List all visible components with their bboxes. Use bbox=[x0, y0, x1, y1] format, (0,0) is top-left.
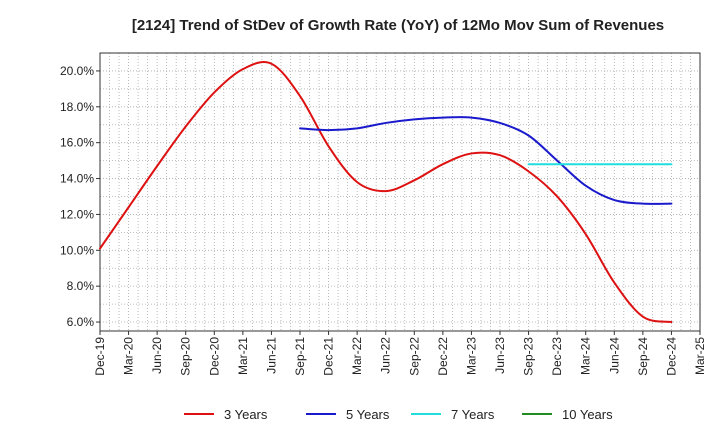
x-tick-label: Sep-22 bbox=[407, 337, 421, 376]
x-tick-label: Sep-24 bbox=[636, 337, 650, 376]
axes: 6.0% 8.0% 10.0% 12.0% 14.0% 16.0% 18.0% 20.0% De… bbox=[60, 52, 707, 376]
x-tick-label: Mar-25 bbox=[693, 337, 707, 375]
series-lines bbox=[99, 61, 673, 324]
x-tick-label: Dec-21 bbox=[322, 337, 336, 376]
plot-frame bbox=[99, 52, 701, 332]
x-tick-label: Dec-22 bbox=[436, 337, 450, 376]
y-tick-label: 14.0% bbox=[60, 172, 94, 186]
x-tick-label: Dec-23 bbox=[550, 337, 564, 376]
x-tick-label: Jun-21 bbox=[264, 337, 278, 374]
legend-label: 10 Years bbox=[562, 407, 613, 422]
x-tick-label: Mar-20 bbox=[122, 337, 136, 375]
y-tick-label: 20.0% bbox=[60, 64, 94, 78]
x-tick-label: Mar-22 bbox=[350, 337, 364, 375]
y-tick-label: 10.0% bbox=[60, 243, 94, 257]
x-tick-label: Jun-24 bbox=[607, 337, 621, 374]
legend-label: 7 Years bbox=[451, 407, 495, 422]
legend-label: 3 Years bbox=[224, 407, 268, 422]
chart-title: [2124] Trend of StDev of Growth Rate (Yo… bbox=[132, 17, 664, 34]
x-tick-label: Dec-24 bbox=[664, 337, 678, 376]
series-line-3-years bbox=[99, 61, 673, 324]
legend-item: 3 Years bbox=[184, 407, 268, 422]
x-tick-label: Mar-24 bbox=[579, 337, 593, 375]
y-tick-label: 6.0% bbox=[67, 315, 95, 329]
x-tick-label: Mar-21 bbox=[236, 337, 250, 375]
y-tick-label: 12.0% bbox=[60, 207, 94, 221]
y-tick-label: 8.0% bbox=[67, 279, 95, 293]
x-tick-label: Jun-20 bbox=[150, 337, 164, 374]
x-tick-label: Sep-23 bbox=[522, 337, 536, 376]
y-tick-label: 16.0% bbox=[60, 136, 94, 150]
x-tick-label: Jun-23 bbox=[493, 337, 507, 374]
x-tick-label: Jun-22 bbox=[379, 337, 393, 374]
legend-label: 5 Years bbox=[346, 407, 390, 422]
legend: 3 Years 5 Years 7 Years 10 Years bbox=[184, 407, 613, 422]
x-tick-label: Mar-23 bbox=[464, 337, 478, 375]
x-tick-label: Dec-20 bbox=[207, 337, 221, 376]
x-tick-label: Sep-21 bbox=[293, 337, 307, 376]
y-tick-label: 18.0% bbox=[60, 100, 94, 114]
x-tick-label: Dec-19 bbox=[93, 337, 107, 376]
legend-item: 5 Years bbox=[306, 407, 390, 422]
x-tick-label: Sep-20 bbox=[179, 337, 193, 376]
legend-item: 10 Years bbox=[522, 407, 613, 422]
legend-item: 7 Years bbox=[411, 407, 495, 422]
grid bbox=[99, 52, 700, 331]
series-line-5-years bbox=[299, 116, 673, 205]
